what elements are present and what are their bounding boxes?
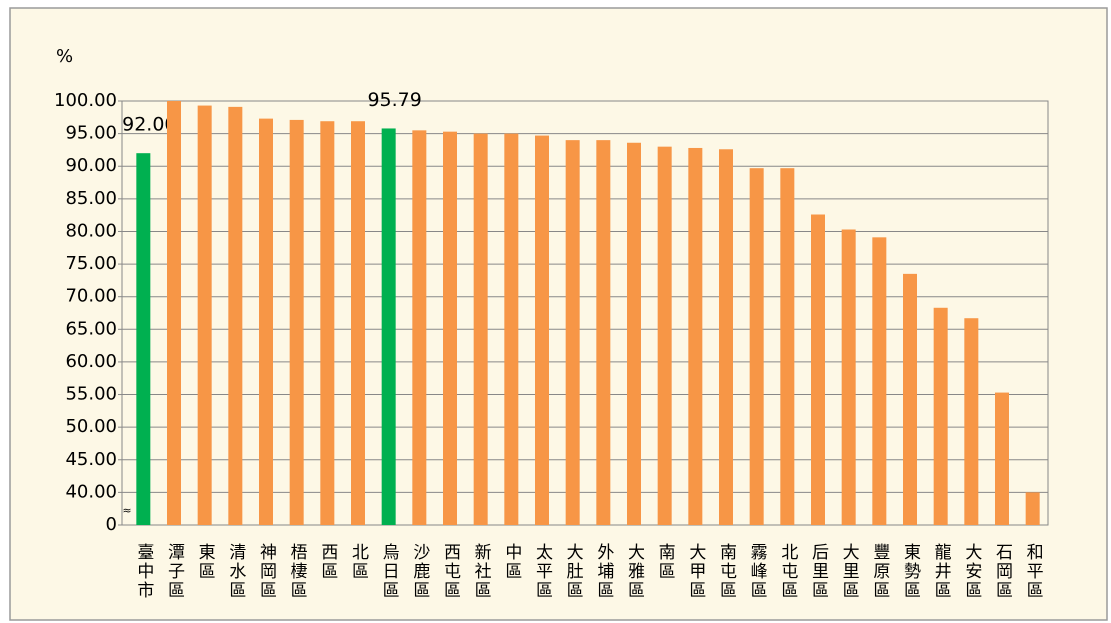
y-unit: %	[56, 46, 73, 67]
bar	[811, 214, 825, 526]
bar	[228, 106, 243, 526]
x-tick-label: 大肚區	[563, 543, 584, 600]
bar	[657, 146, 672, 525]
bar	[320, 121, 335, 526]
y-tick-label: 50.00	[65, 416, 117, 437]
x-tick-label: 潭子區	[164, 543, 185, 600]
bar	[688, 147, 703, 525]
x-tick-label: 后里區	[808, 543, 829, 600]
y-tick-label: 80.00	[65, 220, 117, 241]
bar	[504, 133, 519, 525]
data-label: 92.00	[122, 114, 176, 136]
x-tick-label: 南屯區	[716, 543, 736, 600]
x-tick-label: 石岡區	[992, 543, 1013, 600]
x-tick-label: 東勢區	[900, 543, 921, 600]
x-tick-label: 北屯區	[777, 543, 798, 600]
y-tick-label: 95.00	[65, 123, 117, 144]
bar	[259, 118, 273, 525]
bar	[1025, 492, 1040, 525]
x-tick-label: 南區	[655, 543, 675, 581]
axis-break: ≈	[122, 504, 131, 517]
bar	[443, 131, 457, 526]
bar	[197, 105, 212, 525]
bar	[473, 133, 488, 525]
bar	[903, 273, 917, 525]
bar	[719, 149, 733, 526]
y-tick-label: 45.00	[65, 449, 117, 470]
x-tick-label: 烏日區	[379, 543, 400, 600]
x-tick-label: 臺中市	[133, 543, 154, 600]
bar	[596, 140, 611, 525]
x-tick-label: 霧峰區	[747, 543, 768, 600]
bar	[841, 229, 856, 525]
bar	[995, 392, 1009, 525]
x-tick-label: 神岡區	[256, 543, 277, 600]
bar	[933, 307, 948, 525]
x-tick-label: 大里區	[839, 543, 860, 600]
x-tick-label: 梧棲區	[287, 543, 308, 600]
y-tick-label: 90.00	[65, 155, 117, 176]
bar	[627, 142, 641, 526]
bar	[381, 128, 396, 525]
y-tick-label: 55.00	[65, 384, 117, 405]
bar	[167, 101, 181, 525]
x-tick-label: 沙鹿區	[409, 543, 430, 600]
bar	[351, 121, 365, 526]
bar	[289, 119, 304, 525]
y-tick-label: 40.00	[65, 481, 117, 502]
x-tick-label: 豐原區	[869, 543, 890, 600]
x-tick-label: 大甲區	[685, 543, 706, 600]
x-tick-label: 太平區	[532, 543, 553, 600]
x-tick-label: 東區	[195, 543, 216, 581]
x-tick-label: 大安區	[961, 543, 982, 600]
chart-frame	[9, 7, 1108, 621]
y-tick-label: 65.00	[65, 318, 117, 339]
y-tick-label: 100.00	[54, 90, 117, 111]
bar	[535, 135, 549, 525]
x-tick-label: 外埔區	[593, 543, 614, 600]
y-tick-label: 0	[106, 514, 117, 535]
data-label: 95.79	[367, 89, 421, 111]
x-tick-label: 西屯區	[440, 543, 460, 600]
bar	[136, 153, 151, 525]
bar	[749, 168, 764, 526]
x-tick-label: 大雅區	[624, 543, 645, 600]
x-tick-label: 清水區	[225, 543, 246, 600]
x-tick-label: 北區	[348, 543, 369, 581]
y-tick-label: 85.00	[65, 188, 117, 209]
y-tick-label: 60.00	[65, 351, 117, 372]
x-tick-label: 新社區	[471, 543, 492, 600]
x-tick-label: 西區	[317, 543, 337, 581]
x-tick-label: 中區	[501, 543, 521, 581]
x-tick-label: 龍井區	[931, 543, 952, 600]
bar	[412, 130, 427, 525]
y-tick-label: 75.00	[65, 253, 117, 274]
y-tick-label: 70.00	[65, 286, 117, 307]
bar	[565, 140, 580, 525]
bar	[964, 318, 979, 525]
bar	[780, 168, 795, 526]
bar	[872, 237, 887, 525]
x-tick-label: 和平區	[1023, 543, 1044, 600]
